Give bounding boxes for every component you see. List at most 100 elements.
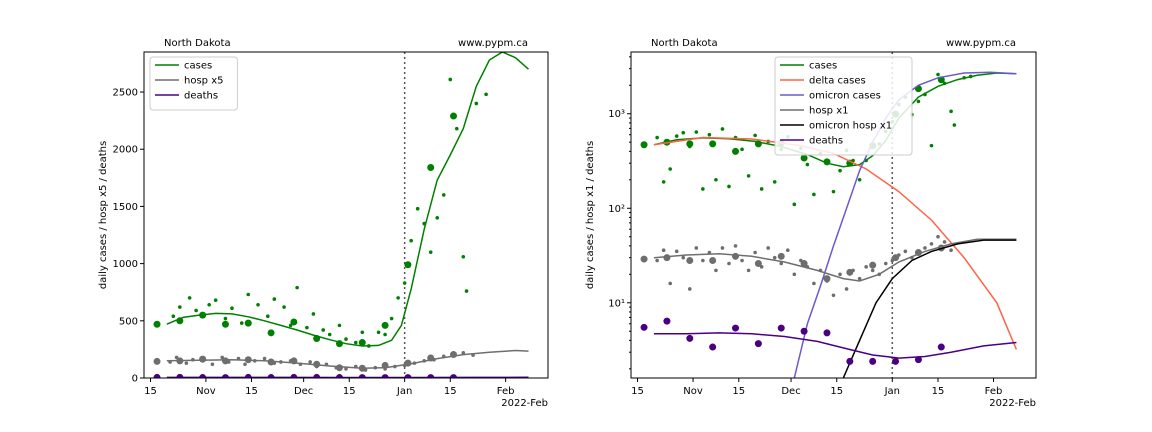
weekly-point bbox=[640, 141, 648, 149]
data-point bbox=[687, 287, 692, 291]
data-point bbox=[327, 332, 332, 337]
legend-box bbox=[149, 56, 238, 111]
weekly-point bbox=[754, 340, 762, 348]
data-point bbox=[831, 293, 836, 298]
weekly-point bbox=[153, 320, 161, 328]
axes-frame bbox=[630, 51, 1037, 379]
weekly-point bbox=[777, 324, 785, 332]
data-point bbox=[936, 234, 940, 239]
weekly-point bbox=[221, 357, 229, 365]
x-tick-label: Jan bbox=[396, 386, 412, 397]
weekly-point bbox=[709, 343, 717, 351]
series-line bbox=[653, 238, 1017, 282]
weekly-point bbox=[709, 257, 717, 265]
weekly-point bbox=[404, 261, 412, 269]
weekly-point bbox=[709, 140, 717, 148]
data-point bbox=[707, 132, 712, 137]
x-tick-label: 15 bbox=[932, 386, 945, 397]
data-point bbox=[668, 167, 672, 171]
weekly-point bbox=[823, 275, 831, 283]
data-point bbox=[720, 246, 725, 250]
series-line bbox=[166, 349, 529, 370]
data-point bbox=[772, 180, 777, 184]
series-omicron-hosp-x1 bbox=[842, 239, 1017, 378]
legend-label: deaths bbox=[809, 136, 843, 147]
data-point bbox=[344, 337, 348, 341]
data-point bbox=[178, 305, 182, 309]
weekly-point bbox=[732, 252, 740, 260]
weekly-point bbox=[937, 343, 945, 351]
legend-label: omicron hosp x1 bbox=[809, 121, 892, 132]
weekly-point bbox=[267, 329, 275, 337]
data-point bbox=[838, 272, 842, 277]
y-tick-label: 10² bbox=[608, 204, 625, 215]
x-tick-label: 15 bbox=[444, 386, 457, 397]
data-point bbox=[230, 306, 234, 311]
data-point bbox=[864, 265, 868, 269]
x-tick-label: Jan bbox=[884, 386, 900, 397]
data-point bbox=[655, 258, 659, 263]
x-tick-label: Nov bbox=[196, 386, 216, 397]
data-point bbox=[916, 99, 921, 104]
weekly-point bbox=[732, 147, 740, 155]
weekly-point bbox=[892, 357, 900, 365]
data-point bbox=[448, 77, 453, 82]
weekly-point bbox=[640, 255, 648, 263]
data-point bbox=[785, 248, 790, 252]
weekly-point bbox=[381, 321, 389, 329]
data-point bbox=[308, 360, 312, 364]
data-point bbox=[753, 133, 757, 138]
data-point bbox=[714, 178, 718, 182]
x-tick-label: 15 bbox=[830, 386, 843, 397]
data-point bbox=[694, 130, 699, 134]
data-point bbox=[305, 325, 309, 330]
weekly-point bbox=[754, 260, 762, 268]
series-deaths bbox=[640, 317, 1017, 365]
weekly-point bbox=[846, 268, 854, 276]
weekly-point bbox=[869, 357, 877, 365]
weekly-point bbox=[358, 339, 366, 347]
data-point bbox=[223, 316, 228, 321]
y-axis-label: daily cases / hosp x1 / deaths bbox=[585, 141, 596, 289]
series-deaths bbox=[153, 373, 529, 378]
data-point bbox=[262, 356, 267, 361]
y-tick-label: 1500 bbox=[113, 202, 138, 213]
source-label: www.pypm.ca bbox=[946, 38, 1016, 49]
data-point bbox=[402, 281, 407, 285]
weekly-point bbox=[335, 364, 343, 372]
data-point bbox=[311, 312, 316, 316]
region-label: North Dakota bbox=[651, 38, 718, 49]
data-point bbox=[694, 246, 699, 250]
legend-label: deaths bbox=[184, 91, 218, 102]
weekly-point bbox=[732, 324, 740, 332]
data-point bbox=[929, 143, 934, 148]
region-label: North Dakota bbox=[164, 38, 231, 49]
data-point bbox=[792, 202, 797, 207]
data-point bbox=[441, 193, 446, 197]
data-point bbox=[772, 255, 777, 260]
data-point bbox=[668, 281, 672, 286]
data-point bbox=[474, 101, 479, 106]
data-point bbox=[454, 126, 459, 131]
data-point bbox=[321, 328, 325, 332]
x-tick-label: Feb bbox=[497, 386, 515, 397]
x-tick-label: Dec bbox=[781, 386, 800, 397]
x-tick-label: 15 bbox=[144, 386, 157, 397]
legend-label: cases bbox=[809, 61, 837, 72]
source-label: www.pypm.ca bbox=[458, 38, 528, 49]
data-point bbox=[936, 72, 940, 77]
legend-label: hosp x1 bbox=[809, 106, 848, 117]
x-offset-label: 2022-Feb bbox=[501, 398, 548, 409]
y-tick-label: 0 bbox=[132, 374, 138, 385]
data-point bbox=[857, 276, 862, 281]
data-point bbox=[740, 147, 744, 152]
data-point bbox=[838, 168, 842, 173]
data-point bbox=[210, 362, 215, 367]
data-point bbox=[779, 261, 784, 266]
series-hosp-x1 bbox=[640, 234, 1017, 298]
data-point bbox=[831, 189, 836, 194]
data-point bbox=[733, 244, 738, 248]
data-point bbox=[949, 248, 953, 252]
